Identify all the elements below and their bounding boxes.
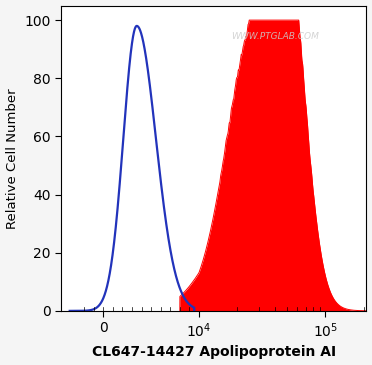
Y-axis label: Relative Cell Number: Relative Cell Number <box>6 88 19 228</box>
X-axis label: CL647-14427 Apolipoprotein AI: CL647-14427 Apolipoprotein AI <box>92 345 336 360</box>
Text: WWW.PTGLAB.COM: WWW.PTGLAB.COM <box>231 32 319 41</box>
